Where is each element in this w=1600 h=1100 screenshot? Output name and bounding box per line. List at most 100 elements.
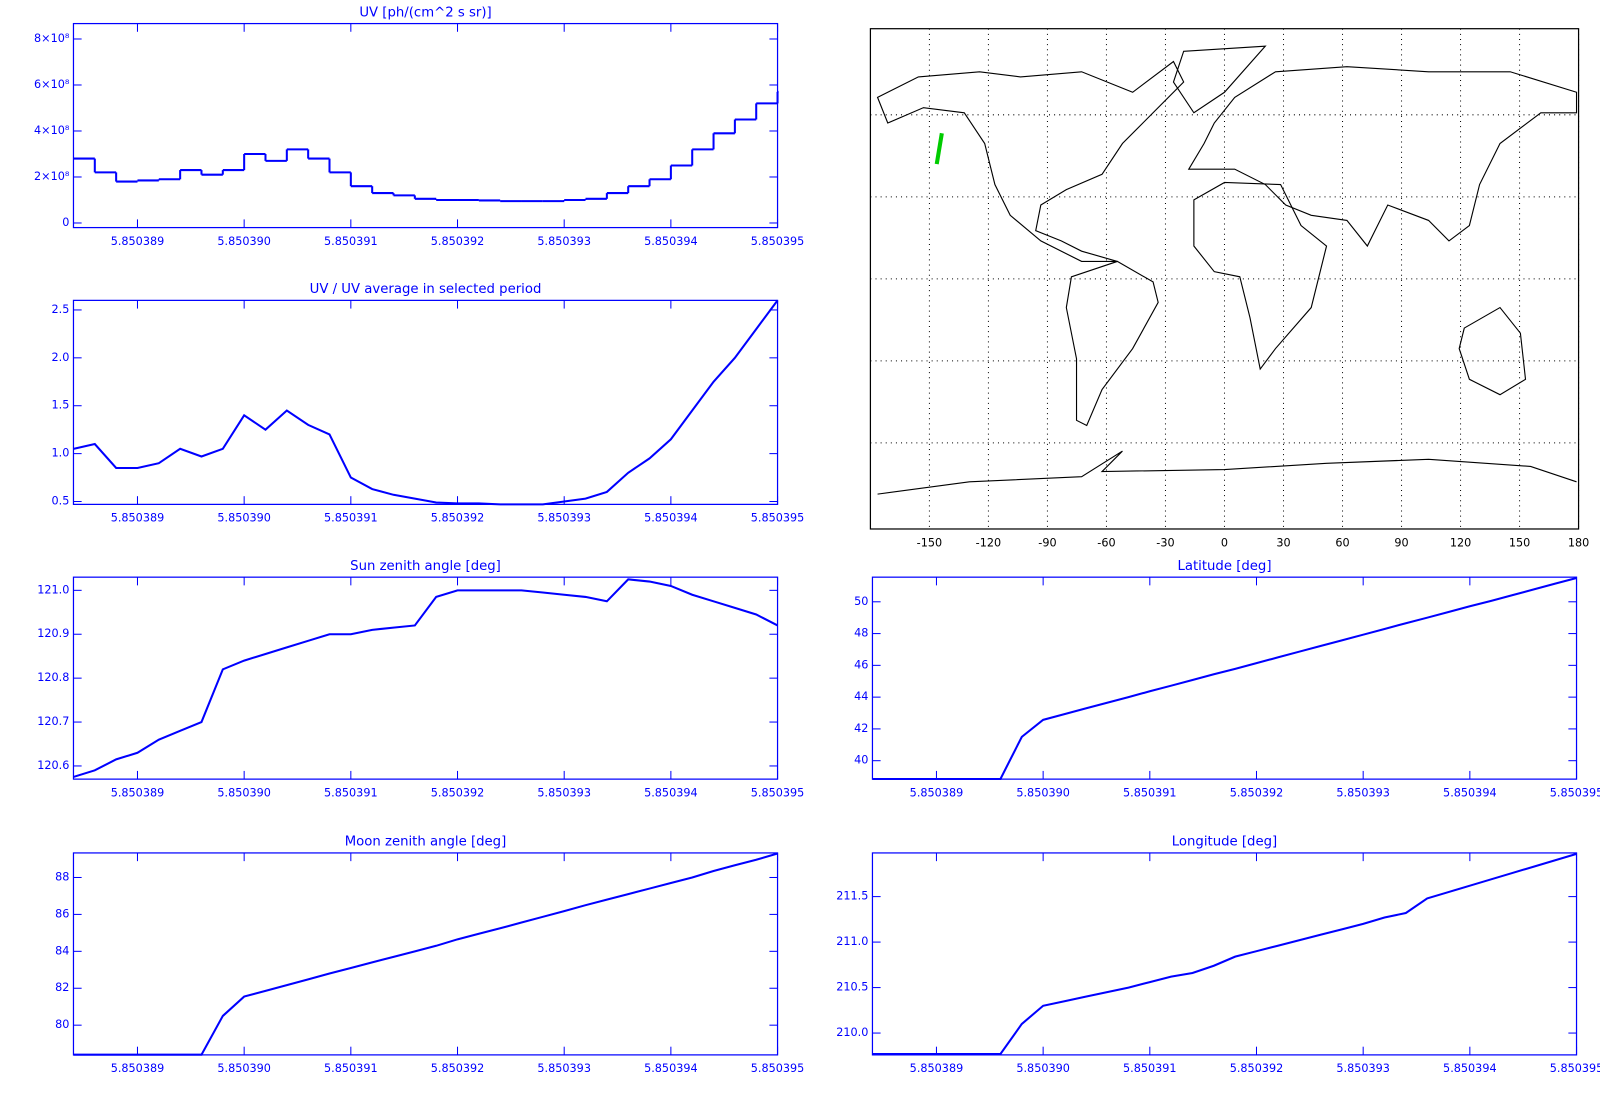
x-tick-label: 5.850395 <box>751 786 805 799</box>
y-tick-label: 8×10⁸ <box>34 32 70 45</box>
x-tick-label: 5.850390 <box>217 235 271 248</box>
plot-frame <box>869 28 1580 530</box>
y-tick-label: 80 <box>55 1018 69 1031</box>
x-tick-label: 5.850394 <box>1443 786 1497 799</box>
y-tick-label: 120.7 <box>37 715 69 728</box>
x-tick-label: 5.850393 <box>1336 1062 1390 1075</box>
coastline <box>1193 181 1328 371</box>
x-tick-label: 5.850393 <box>537 235 591 248</box>
x-tick-label: 5.850394 <box>644 1062 698 1075</box>
y-tick-label: 42 <box>854 722 868 735</box>
y-tick-label: 46 <box>854 658 868 671</box>
x-tick-label: 5.850392 <box>431 512 485 525</box>
x-tick-label: 5.850394 <box>644 786 698 799</box>
x-tick-label: 5.850395 <box>751 512 805 525</box>
y-tick-label: 40 <box>854 754 868 767</box>
x-tick-label: -90 <box>1038 536 1056 549</box>
x-tick-label: 5.850393 <box>1336 786 1390 799</box>
chart-title: Longitude [deg] <box>1172 835 1277 850</box>
y-tick-label: 210.5 <box>836 981 868 994</box>
x-tick-label: 0 <box>1221 536 1228 549</box>
x-tick-label: 5.850390 <box>217 786 271 799</box>
y-tick-label: 2.5 <box>52 303 70 316</box>
y-tick-label: 211.0 <box>836 935 868 948</box>
y-tick-label: 211.5 <box>836 890 868 903</box>
chart-title: UV [ph/(cm^2 s sr)] <box>359 5 491 20</box>
y-tick-label: 82 <box>55 981 69 994</box>
chart-title: UV / UV average in selected period <box>310 282 542 297</box>
y-tick-label: 44 <box>854 690 868 703</box>
y-tick-label: 210.0 <box>836 1026 868 1039</box>
y-tick-label: 120.8 <box>37 671 69 684</box>
x-tick-label: 5.850391 <box>1123 786 1177 799</box>
x-tick-label: 90 <box>1394 536 1408 549</box>
y-tick-label: 1.0 <box>52 447 70 460</box>
x-tick-label: 5.850389 <box>111 512 165 525</box>
coastline <box>1187 66 1578 248</box>
x-tick-label: 5.850393 <box>537 786 591 799</box>
x-tick-label: 5.850389 <box>910 1062 964 1075</box>
data-line <box>73 852 778 1056</box>
y-tick-label: 0 <box>62 216 69 229</box>
y-tick-label: 2×10⁸ <box>34 170 70 183</box>
plot-frame <box>871 852 1578 1056</box>
y-tick-label: 84 <box>55 944 69 957</box>
plot-frame <box>72 299 779 505</box>
x-tick-label: 5.850394 <box>644 512 698 525</box>
data-line <box>73 299 779 506</box>
x-tick-label: 5.850390 <box>217 1062 271 1075</box>
y-tick-label: 2.0 <box>52 351 70 364</box>
x-tick-label: 5.850392 <box>431 235 485 248</box>
coastline <box>877 450 1577 495</box>
x-tick-label: 180 <box>1568 536 1589 549</box>
x-tick-label: 5.850394 <box>644 235 698 248</box>
x-tick-label: 5.850391 <box>324 512 378 525</box>
chart-title: Latitude [deg] <box>1177 559 1271 574</box>
x-tick-label: 5.850395 <box>1550 1062 1600 1075</box>
plot-frame <box>72 576 779 780</box>
x-tick-label: 5.850389 <box>910 786 964 799</box>
x-tick-label: 5.850393 <box>537 1062 591 1075</box>
y-tick-label: 88 <box>55 870 69 883</box>
x-tick-label: 5.850390 <box>1016 786 1070 799</box>
data-line <box>872 852 1577 1056</box>
x-tick-label: -120 <box>976 536 1001 549</box>
x-tick-label: 5.850390 <box>1016 1062 1070 1075</box>
x-tick-label: -150 <box>917 536 942 549</box>
x-tick-label: 5.850392 <box>431 786 485 799</box>
y-tick-label: 121.0 <box>37 583 69 596</box>
x-tick-label: 5.850389 <box>111 1062 165 1075</box>
coastline <box>876 60 1185 262</box>
x-tick-label: 150 <box>1509 536 1530 549</box>
x-tick-label: 5.850395 <box>751 235 805 248</box>
world-map <box>876 45 1578 495</box>
coastline <box>1458 306 1527 396</box>
x-tick-label: 30 <box>1276 536 1290 549</box>
x-tick-label: 5.850389 <box>111 235 165 248</box>
x-tick-label: 120 <box>1450 536 1471 549</box>
x-tick-label: 5.850391 <box>324 235 378 248</box>
y-tick-label: 0.5 <box>52 494 70 507</box>
chart-title: Sun zenith angle [deg] <box>350 559 501 574</box>
x-tick-label: 5.850391 <box>324 1062 378 1075</box>
plot-frame <box>871 576 1578 780</box>
x-tick-label: -30 <box>1156 536 1174 549</box>
y-tick-label: 86 <box>55 907 69 920</box>
x-tick-label: 5.850395 <box>1550 786 1600 799</box>
x-tick-label: 60 <box>1335 536 1349 549</box>
x-tick-label: -60 <box>1097 536 1115 549</box>
x-tick-label: 5.850391 <box>1123 1062 1177 1075</box>
y-tick-label: 120.9 <box>37 627 69 640</box>
x-tick-label: 5.850394 <box>1443 1062 1497 1075</box>
y-tick-label: 50 <box>854 595 868 608</box>
y-tick-label: 48 <box>854 627 868 640</box>
chart-title: Moon zenith angle [deg] <box>345 835 507 850</box>
data-line <box>872 576 1577 780</box>
y-tick-label: 120.6 <box>37 759 69 772</box>
y-tick-label: 6×10⁸ <box>34 78 70 91</box>
plot-frame <box>72 22 779 229</box>
data-line <box>73 578 779 778</box>
x-tick-label: 5.850390 <box>217 512 271 525</box>
plot-frame <box>72 852 779 1056</box>
